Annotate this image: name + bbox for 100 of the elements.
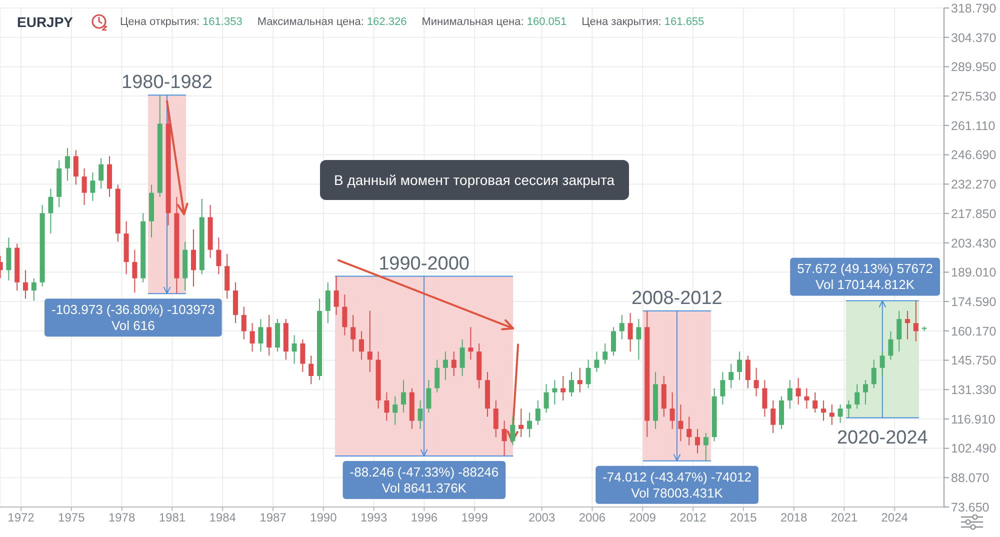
x-tick-label: 2006 bbox=[578, 510, 606, 525]
candlestick bbox=[796, 378, 801, 406]
x-tick-label: 1981 bbox=[158, 510, 186, 525]
y-tick-label: 189.010 bbox=[951, 266, 996, 280]
candlestick bbox=[350, 314, 356, 352]
candlestick bbox=[569, 371, 574, 397]
x-tick-label: 2024 bbox=[881, 510, 908, 525]
y-tick-label: 102.490 bbox=[951, 442, 996, 456]
y-tick-label: 131.330 bbox=[951, 383, 996, 398]
candlestick bbox=[31, 278, 36, 302]
candlestick bbox=[451, 351, 456, 377]
candlestick bbox=[737, 351, 742, 381]
annotation: Цена закрытия: 161.655 bbox=[582, 16, 704, 28]
candlestick bbox=[804, 388, 810, 410]
annotation: -103.973 (-36.80%) -103973 Vol 616 bbox=[51, 302, 215, 334]
annotation: -74.012 (-43.47%) -74012 Vol 78003.431K bbox=[602, 469, 752, 500]
annotation: Минимальная цена: 160.051 bbox=[422, 16, 567, 28]
x-tick-label: 1996 bbox=[410, 510, 438, 525]
candlestick bbox=[821, 400, 826, 422]
x-tick-label: 2012 bbox=[680, 510, 707, 525]
x-tick-label: 2003 bbox=[528, 510, 556, 525]
candlestick bbox=[73, 150, 78, 186]
annotation: В данный момент торговая сессия закрыта bbox=[320, 160, 629, 200]
candlestick bbox=[401, 380, 406, 414]
candlestick bbox=[426, 380, 432, 414]
y-tick-label: 318.790 bbox=[951, 1, 996, 16]
candlestick bbox=[611, 326, 616, 356]
x-tick-label: 1984 bbox=[209, 510, 236, 525]
candlestick bbox=[359, 330, 364, 360]
candlestick bbox=[594, 351, 600, 372]
candlestick bbox=[292, 334, 297, 364]
x-tick-label: 1972 bbox=[8, 510, 35, 525]
candlestick bbox=[65, 148, 70, 182]
candlestick bbox=[754, 367, 759, 397]
candlestick bbox=[636, 318, 642, 360]
candlestick bbox=[854, 384, 860, 410]
candlestick bbox=[434, 359, 440, 393]
candlestick bbox=[342, 294, 348, 336]
band-label: 2008-2012 bbox=[632, 288, 722, 309]
candlestick bbox=[628, 312, 633, 352]
x-tick-label: 1987 bbox=[260, 510, 287, 525]
candlestick bbox=[241, 306, 246, 340]
candlestick bbox=[460, 338, 465, 377]
candlestick bbox=[6, 237, 12, 281]
y-tick-label: 73.650 bbox=[951, 500, 990, 514]
candlestick bbox=[266, 314, 272, 356]
candlestick bbox=[544, 384, 549, 414]
candlestick bbox=[838, 404, 843, 424]
candlestick bbox=[703, 432, 708, 462]
y-tick-label: 116.910 bbox=[951, 412, 996, 426]
candlestick bbox=[23, 270, 28, 300]
candlestick bbox=[510, 416, 516, 446]
y-tick-label: 160.170 bbox=[951, 324, 996, 338]
x-tick-label: 1978 bbox=[108, 510, 136, 525]
y-tick-label: 217.850 bbox=[951, 206, 996, 221]
candlestick bbox=[846, 400, 852, 418]
candlestick bbox=[250, 322, 255, 352]
candlestick bbox=[770, 400, 776, 434]
candlestick bbox=[384, 392, 390, 422]
band-label: 2020-2024 bbox=[836, 428, 928, 449]
candlestick bbox=[787, 380, 792, 410]
x-tick-label: 1975 bbox=[58, 510, 86, 525]
x-tick-label: 2021 bbox=[830, 510, 858, 525]
candlestick bbox=[762, 380, 768, 418]
y-tick-label: 88.070 bbox=[951, 471, 990, 486]
candlestick bbox=[48, 188, 54, 234]
candlestick bbox=[880, 351, 885, 377]
candlestick bbox=[905, 310, 910, 340]
candlestick bbox=[913, 300, 918, 342]
candlestick bbox=[896, 310, 902, 352]
candlestick bbox=[191, 228, 196, 287]
annotation: Цена открытия: 161.353 bbox=[120, 16, 242, 28]
y-tick-label: 246.690 bbox=[951, 148, 996, 162]
candlestick bbox=[745, 355, 750, 389]
y-tick-label: 232.270 bbox=[951, 178, 996, 192]
y-tick-label: 174.590 bbox=[951, 294, 996, 309]
x-tick-label: 1999 bbox=[461, 510, 488, 525]
y-tick-label: 289.950 bbox=[951, 60, 996, 74]
candlestick bbox=[619, 314, 624, 340]
band-label: 1990-2000 bbox=[378, 253, 470, 274]
y-tick-label: 261.110 bbox=[951, 118, 996, 133]
candlestick bbox=[871, 359, 876, 389]
y-tick-label: 275.530 bbox=[951, 89, 996, 104]
candlestick bbox=[258, 318, 264, 352]
candlestick bbox=[863, 380, 868, 406]
candlestick bbox=[502, 420, 507, 457]
candlestick bbox=[493, 400, 498, 438]
candlestick bbox=[728, 363, 734, 389]
candlestick bbox=[300, 338, 306, 372]
candlestick bbox=[367, 310, 372, 372]
candlestick bbox=[670, 392, 675, 430]
x-tick-label: 1990 bbox=[310, 510, 338, 525]
annotation: -88.246 (-47.33%) -88246 Vol 8641.376K bbox=[350, 464, 499, 496]
candlestick bbox=[686, 416, 692, 446]
candlestick bbox=[98, 158, 104, 190]
candlestick bbox=[334, 276, 339, 316]
candlestick bbox=[695, 428, 700, 454]
candlestick bbox=[527, 412, 532, 438]
x-tick-label: 2015 bbox=[730, 510, 758, 525]
candlestick bbox=[308, 355, 314, 385]
